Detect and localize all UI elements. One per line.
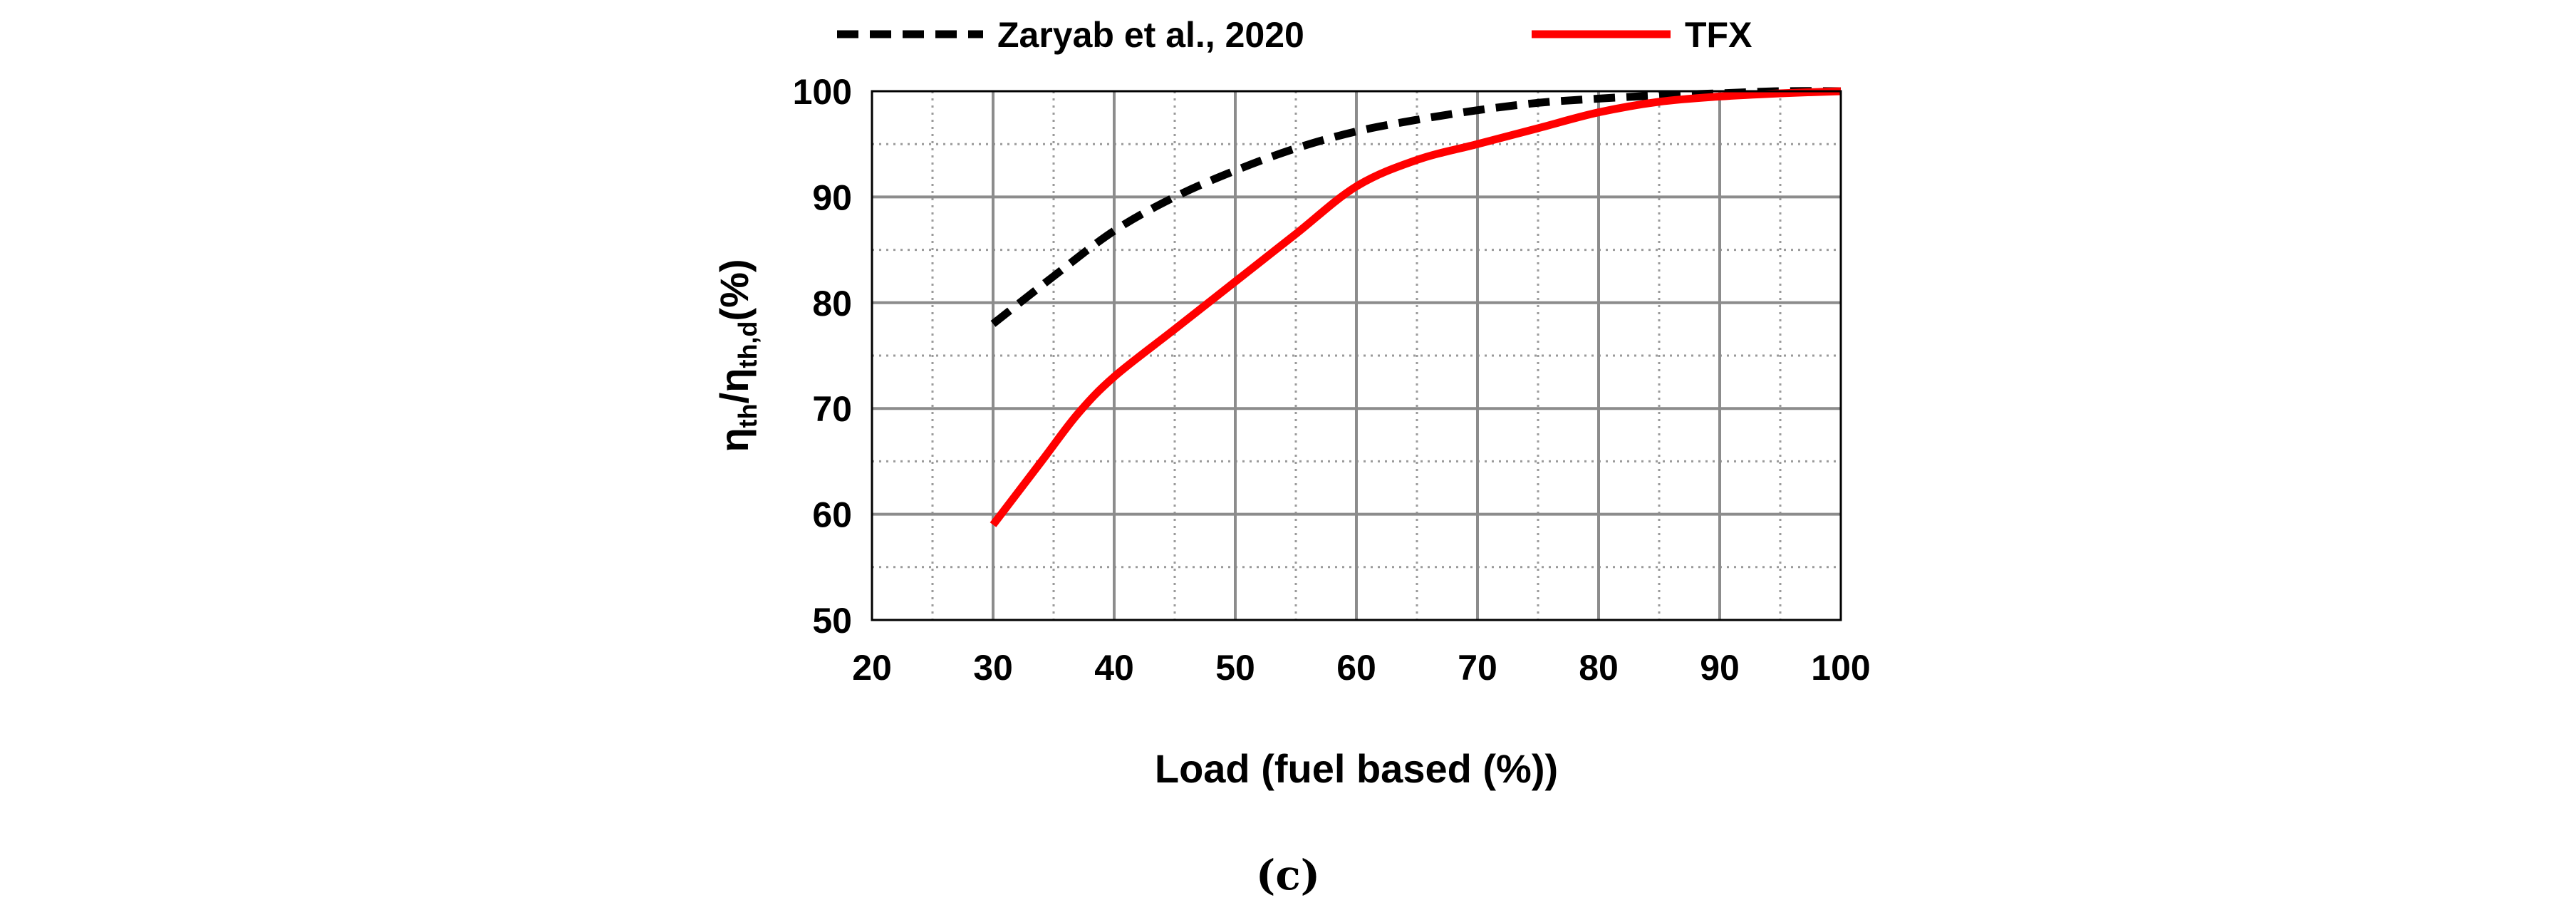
x-tick-labels: 20 30 40 50 60 70 80 90 100 — [852, 648, 1871, 688]
x-tick-label: 20 — [852, 648, 892, 688]
y-axis-title-eta-1: η — [712, 428, 757, 452]
series-line-1 — [990, 87, 1842, 527]
x-tick-label: 100 — [1811, 648, 1870, 688]
y-axis-title-eta-2: η — [712, 368, 757, 393]
x-tick-label: 60 — [1336, 648, 1376, 688]
legend-label-series-1: TFX — [1685, 15, 1752, 55]
x-axis-title: Load (fuel based (%)) — [1155, 746, 1558, 791]
y-tick-label: 100 — [793, 72, 852, 112]
series-layer — [990, 87, 1842, 527]
y-axis-title-sub-1: th — [733, 403, 762, 428]
series-line-0 — [990, 87, 1842, 327]
y-tick-label: 70 — [812, 389, 852, 429]
grid-major — [872, 91, 1841, 620]
y-axis-title-unit: (%) — [712, 259, 757, 321]
x-tick-label: 90 — [1700, 648, 1740, 688]
y-tick-label: 90 — [812, 177, 852, 217]
y-axis-title-sub-2: th,d — [733, 321, 762, 368]
svg-text:ηth/ηth,d(%): ηth/ηth,d(%) — [712, 259, 762, 452]
x-tick-label: 70 — [1458, 648, 1497, 688]
x-tick-label: 30 — [973, 648, 1013, 688]
y-tick-label: 80 — [812, 284, 852, 324]
y-tick-labels: 50 60 70 80 90 100 — [793, 72, 852, 641]
legend-label-series-0: Zaryab et al., 2020 — [997, 15, 1304, 55]
y-tick-label: 60 — [812, 495, 852, 535]
x-tick-label: 80 — [1579, 648, 1619, 688]
x-tick-label: 50 — [1215, 648, 1255, 688]
figure-caption: (c) — [1256, 851, 1320, 899]
legend: Zaryab et al., 2020 TFX — [837, 15, 1752, 55]
y-axis-title-slash: / — [712, 392, 757, 403]
plot-border — [871, 90, 1842, 621]
y-tick-label: 50 — [812, 601, 852, 641]
y-axis-title: ηth/ηth,d(%) — [712, 259, 762, 452]
x-tick-label: 40 — [1094, 648, 1134, 688]
